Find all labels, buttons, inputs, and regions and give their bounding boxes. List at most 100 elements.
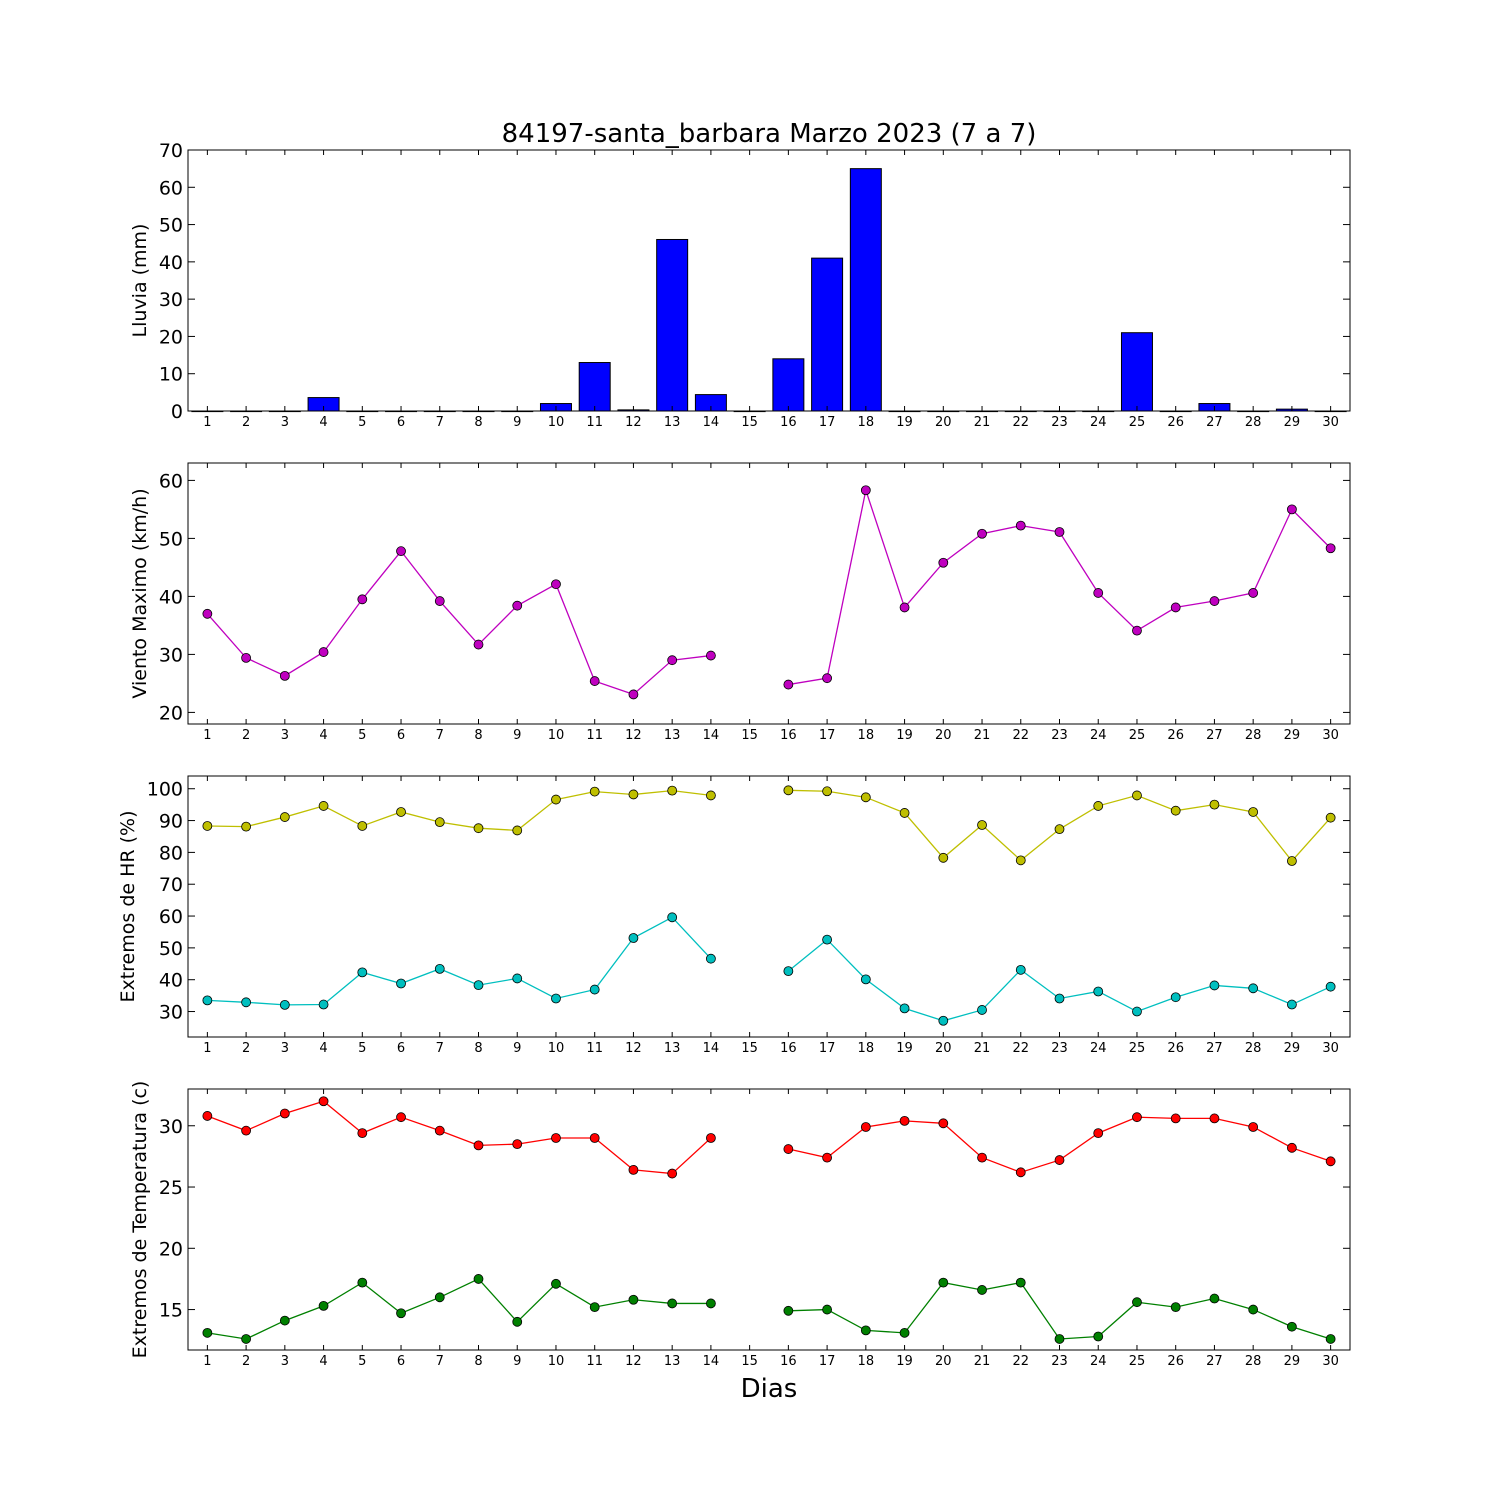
panel-2: 1 2 3 4 5 6 7 8 9 10 11 12 13 14 15 16 17 18 19 20 21 22 23 24 2… bbox=[129, 462, 1351, 743]
x-tick-label: 30 bbox=[1322, 415, 1339, 430]
chart-title: 84197-santa_barbara Marzo 2023 (7 a 7) bbox=[502, 119, 1037, 149]
y-tick-label: 40 bbox=[159, 586, 183, 608]
series-1-point-day-23 bbox=[1054, 1155, 1065, 1165]
series-2-point-day-27 bbox=[1209, 980, 1220, 991]
x-tick-label: 6 bbox=[397, 1354, 405, 1369]
panel-frame bbox=[187, 462, 1351, 725]
x-tick-label: 9 bbox=[513, 1354, 521, 1369]
x-tick-label: 12 bbox=[625, 415, 642, 430]
x-tick-label: 29 bbox=[1284, 728, 1301, 743]
x-tick-label: 13 bbox=[664, 415, 681, 430]
x-tick-label: 18 bbox=[858, 728, 875, 743]
series-2-point-day-29 bbox=[1287, 999, 1297, 1010]
series-1-point-day-22 bbox=[1015, 855, 1026, 866]
series-2-point-day-24 bbox=[1093, 1331, 1104, 1342]
series-2-point-day-10 bbox=[551, 993, 561, 1004]
rain-bar-day-13 bbox=[656, 238, 689, 412]
series-1-point-day-23 bbox=[1054, 527, 1065, 537]
x-tick-label: 1 bbox=[203, 415, 211, 430]
series-1-point-day-6 bbox=[396, 1112, 406, 1123]
series-2-point-day-30 bbox=[1325, 1334, 1336, 1344]
series-1-point-day-27 bbox=[1209, 596, 1220, 606]
series-1-point-day-5 bbox=[357, 594, 368, 605]
y-tick-label: 40 bbox=[159, 970, 183, 992]
series-2-point-day-25 bbox=[1132, 1006, 1142, 1017]
x-tick-label: 19 bbox=[896, 1041, 913, 1056]
x-tick-label: 27 bbox=[1206, 728, 1223, 743]
x-tick-label: 20 bbox=[935, 1354, 952, 1369]
x-tick-label: 29 bbox=[1284, 1041, 1301, 1056]
series-1-point-day-28 bbox=[1248, 588, 1259, 598]
x-tick-label: 8 bbox=[474, 1354, 482, 1369]
series-1-point-day-4 bbox=[318, 801, 329, 811]
series-2-point-day-8 bbox=[473, 980, 484, 991]
x-tick-label: 5 bbox=[358, 415, 366, 430]
series-1-line-1 bbox=[207, 1100, 712, 1175]
series-2-point-day-27 bbox=[1209, 1293, 1220, 1304]
x-tick-label: 19 bbox=[896, 1354, 913, 1369]
series-2-point-day-26 bbox=[1170, 992, 1181, 1003]
x-tick-label: 10 bbox=[548, 415, 565, 430]
series-1-point-day-28 bbox=[1248, 1122, 1259, 1132]
series-1-point-day-25 bbox=[1132, 625, 1142, 636]
series-1-point-day-4 bbox=[318, 647, 329, 657]
x-tick-label: 21 bbox=[974, 728, 991, 743]
series-2-point-day-6 bbox=[396, 978, 406, 989]
series-1-point-day-21 bbox=[977, 1152, 987, 1163]
x-tick-label: 22 bbox=[1012, 1354, 1029, 1369]
rain-bar-day-25 bbox=[1120, 332, 1153, 412]
series-1-point-day-16 bbox=[783, 1144, 794, 1154]
panel-4: 1 2 3 4 5 6 7 8 9 10 11 12 13 14 15 16 17 18 19 20 21 22 23 24 2… bbox=[129, 1081, 1351, 1369]
x-tick-label: 21 bbox=[974, 1354, 991, 1369]
x-tick-label: 4 bbox=[319, 415, 327, 430]
series-1-point-day-6 bbox=[396, 546, 406, 557]
x-tick-label: 23 bbox=[1051, 1041, 1068, 1056]
series-1-point-day-20 bbox=[938, 557, 949, 568]
series-2-point-day-24 bbox=[1093, 986, 1104, 997]
y-tick-label: 25 bbox=[159, 1177, 183, 1199]
series-1-point-day-30 bbox=[1325, 812, 1336, 823]
series-1-point-day-2 bbox=[241, 1125, 252, 1136]
x-tick-label: 1 bbox=[203, 728, 211, 743]
x-tick-label: 29 bbox=[1284, 1354, 1301, 1369]
x-tick-label: 9 bbox=[513, 415, 521, 430]
x-tick-label: 25 bbox=[1129, 1041, 1146, 1056]
series-1-point-day-14 bbox=[706, 790, 716, 801]
series-2-point-day-22 bbox=[1015, 964, 1026, 975]
y-tick-label: 60 bbox=[159, 906, 183, 928]
x-tick-label: 20 bbox=[935, 415, 952, 430]
x-tick-label: 21 bbox=[974, 415, 991, 430]
series-2-point-day-23 bbox=[1054, 1334, 1065, 1344]
series-1-point-day-12 bbox=[628, 1164, 639, 1175]
series-1-point-day-24 bbox=[1093, 588, 1104, 598]
series-2-point-day-17 bbox=[822, 934, 832, 945]
x-tick-label: 10 bbox=[548, 728, 565, 743]
x-tick-label: 13 bbox=[664, 1354, 681, 1369]
y-tick-label: 100 bbox=[147, 779, 183, 801]
series-1-point-day-9 bbox=[512, 825, 523, 836]
series-1-point-day-17 bbox=[822, 786, 832, 797]
x-tick-label: 30 bbox=[1322, 728, 1339, 743]
series-1-point-day-20 bbox=[938, 852, 949, 863]
panel-3: 1 2 3 4 5 6 7 8 9 10 11 12 13 14 15 16 17 18 19 20 21 22 23 24 2… bbox=[117, 775, 1351, 1056]
x-tick-label: 26 bbox=[1167, 1354, 1184, 1369]
series-1-point-day-29 bbox=[1287, 504, 1297, 515]
x-tick-label: 30 bbox=[1322, 1041, 1339, 1056]
x-tick-label: 3 bbox=[281, 1354, 289, 1369]
rain-bar-day-17 bbox=[811, 257, 844, 412]
series-2-point-day-25 bbox=[1132, 1297, 1142, 1308]
series-2-point-day-20 bbox=[938, 1015, 949, 1026]
x-tick-label: 1 bbox=[203, 1354, 211, 1369]
x-tick-label: 2 bbox=[242, 1354, 250, 1369]
x-tick-label: 8 bbox=[474, 1041, 482, 1056]
x-tick-label: 9 bbox=[513, 1041, 521, 1056]
series-2-point-day-22 bbox=[1015, 1277, 1026, 1288]
series-2-point-day-18 bbox=[860, 974, 871, 985]
x-axis-label: Dias bbox=[741, 1374, 798, 1404]
series-1-point-day-11 bbox=[589, 1133, 600, 1143]
series-1-point-day-9 bbox=[512, 600, 523, 611]
x-tick-label: 29 bbox=[1284, 415, 1301, 430]
series-2-point-day-12 bbox=[628, 1294, 639, 1305]
x-tick-label: 11 bbox=[586, 1354, 603, 1369]
x-tick-label: 17 bbox=[819, 415, 836, 430]
